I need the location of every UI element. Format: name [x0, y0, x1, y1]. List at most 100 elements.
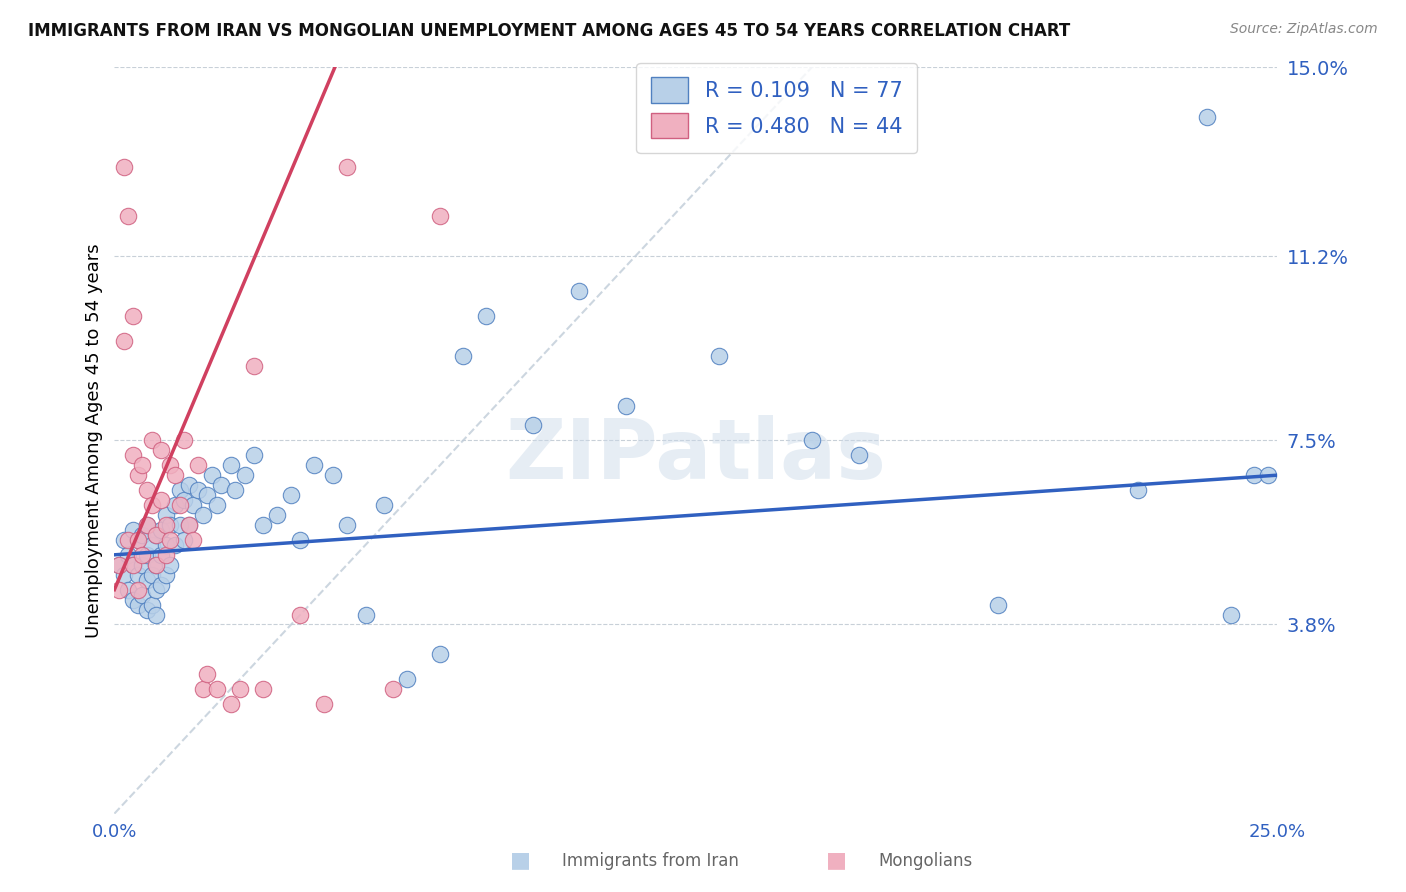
Point	[312, 697, 335, 711]
Point	[122, 523, 145, 537]
Point	[136, 483, 159, 497]
Point	[145, 528, 167, 542]
Point	[354, 607, 377, 622]
Point	[127, 468, 149, 483]
Point	[112, 334, 135, 348]
Point	[183, 498, 205, 512]
Point	[131, 548, 153, 562]
Point	[1126, 483, 1149, 497]
Point	[136, 548, 159, 562]
Point	[149, 493, 172, 508]
Point	[169, 518, 191, 533]
Point	[145, 558, 167, 572]
Point	[191, 508, 214, 522]
Point	[197, 667, 219, 681]
Y-axis label: Unemployment Among Ages 45 to 54 years: Unemployment Among Ages 45 to 54 years	[86, 243, 103, 638]
Point	[224, 483, 246, 497]
Point	[219, 458, 242, 473]
Point	[141, 567, 163, 582]
Point	[149, 523, 172, 537]
Point	[163, 468, 186, 483]
Point	[155, 548, 177, 562]
Point	[614, 399, 637, 413]
Point	[1219, 607, 1241, 622]
Point	[209, 478, 232, 492]
Point	[243, 359, 266, 373]
Point	[155, 567, 177, 582]
Text: Mongolians: Mongolians	[879, 852, 973, 870]
Point	[131, 558, 153, 572]
Point	[122, 309, 145, 323]
Text: ■: ■	[510, 850, 530, 870]
Point	[117, 548, 139, 562]
Point	[127, 567, 149, 582]
Point	[112, 160, 135, 174]
Point	[233, 468, 256, 483]
Point	[373, 498, 395, 512]
Point	[801, 434, 824, 448]
Point	[1243, 468, 1265, 483]
Point	[108, 558, 131, 572]
Point	[127, 582, 149, 597]
Point	[149, 577, 172, 591]
Point	[1197, 110, 1219, 124]
Point	[117, 533, 139, 547]
Point	[396, 672, 419, 686]
Text: ZIPatlas: ZIPatlas	[505, 415, 886, 496]
Point	[252, 682, 274, 697]
Point	[568, 284, 591, 298]
Point	[336, 518, 359, 533]
Point	[159, 533, 181, 547]
Point	[266, 508, 288, 522]
Point	[145, 528, 167, 542]
Point	[451, 349, 474, 363]
Point	[136, 573, 159, 587]
Point	[290, 533, 312, 547]
Point	[173, 493, 195, 508]
Point	[169, 483, 191, 497]
Point	[136, 602, 159, 616]
Point	[201, 468, 224, 483]
Point	[108, 582, 131, 597]
Point	[987, 598, 1010, 612]
Point	[108, 558, 131, 572]
Point	[145, 607, 167, 622]
Point	[159, 518, 181, 533]
Text: Immigrants from Iran: Immigrants from Iran	[562, 852, 740, 870]
Point	[131, 528, 153, 542]
Point	[707, 349, 730, 363]
Point	[163, 538, 186, 552]
Point	[145, 558, 167, 572]
Point	[141, 598, 163, 612]
Point	[117, 210, 139, 224]
Point	[197, 488, 219, 502]
Point	[136, 518, 159, 533]
Point	[191, 682, 214, 697]
Point	[173, 533, 195, 547]
Point	[382, 682, 405, 697]
Legend: R = 0.109   N = 77, R = 0.480   N = 44: R = 0.109 N = 77, R = 0.480 N = 44	[637, 62, 918, 153]
Point	[177, 518, 200, 533]
Text: IMMIGRANTS FROM IRAN VS MONGOLIAN UNEMPLOYMENT AMONG AGES 45 TO 54 YEARS CORRELA: IMMIGRANTS FROM IRAN VS MONGOLIAN UNEMPL…	[28, 22, 1070, 40]
Point	[280, 488, 302, 502]
Point	[149, 443, 172, 458]
Point	[159, 458, 181, 473]
Point	[475, 309, 498, 323]
Point	[163, 498, 186, 512]
Point	[145, 582, 167, 597]
Point	[159, 558, 181, 572]
Point	[219, 697, 242, 711]
Point	[173, 434, 195, 448]
Point	[149, 548, 172, 562]
Point	[1257, 468, 1279, 483]
Point	[322, 468, 344, 483]
Point	[136, 518, 159, 533]
Point	[155, 518, 177, 533]
Point	[122, 592, 145, 607]
Point	[112, 567, 135, 582]
Point	[112, 533, 135, 547]
Point	[205, 498, 228, 512]
Point	[183, 533, 205, 547]
Point	[177, 518, 200, 533]
Point	[127, 533, 149, 547]
